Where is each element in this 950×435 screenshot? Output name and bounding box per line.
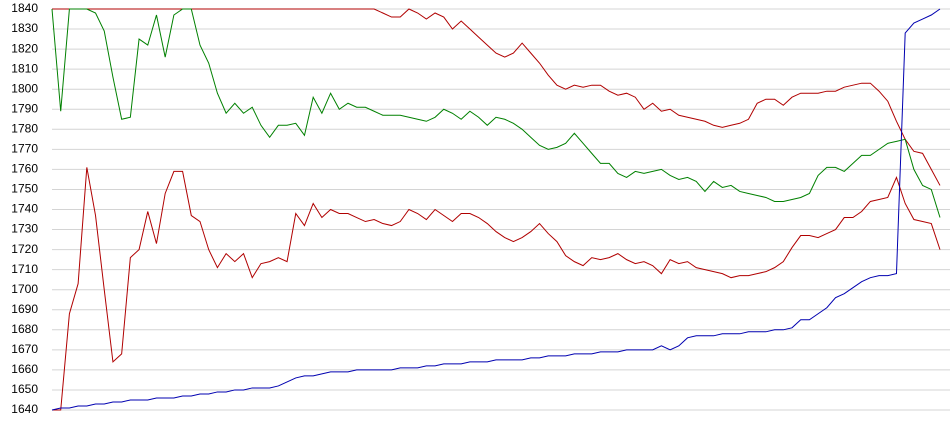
series-line — [51, 8, 941, 218]
y-tick-label: 1690 — [11, 302, 38, 316]
y-tick-label: 1760 — [11, 162, 38, 176]
y-tick-label: 1700 — [11, 282, 38, 296]
y-tick-label: 1750 — [11, 182, 38, 196]
y-tick-label: 1710 — [11, 262, 38, 276]
y-tick-label: 1680 — [11, 322, 38, 336]
series-line — [52, 167, 941, 411]
y-tick-label: 1670 — [11, 342, 38, 356]
y-tick-label: 1840 — [11, 1, 38, 15]
y-tick-label: 1820 — [11, 41, 38, 55]
y-tick-label: 1770 — [11, 142, 38, 156]
y-tick-label: 1800 — [11, 81, 38, 95]
series-line — [52, 8, 941, 186]
y-tick-label: 1650 — [11, 382, 38, 396]
y-tick-label: 1660 — [11, 362, 38, 376]
y-tick-label: 1790 — [11, 101, 38, 115]
y-tick-label: 1830 — [11, 21, 38, 35]
y-tick-label: 1810 — [11, 61, 38, 75]
y-tick-label: 1640 — [11, 402, 38, 416]
y-tick-label: 1780 — [11, 121, 38, 135]
y-tick-label: 1720 — [11, 242, 38, 256]
series-line — [51, 8, 941, 411]
y-tick-label: 1740 — [11, 202, 38, 216]
y-tick-label: 1730 — [11, 222, 38, 236]
